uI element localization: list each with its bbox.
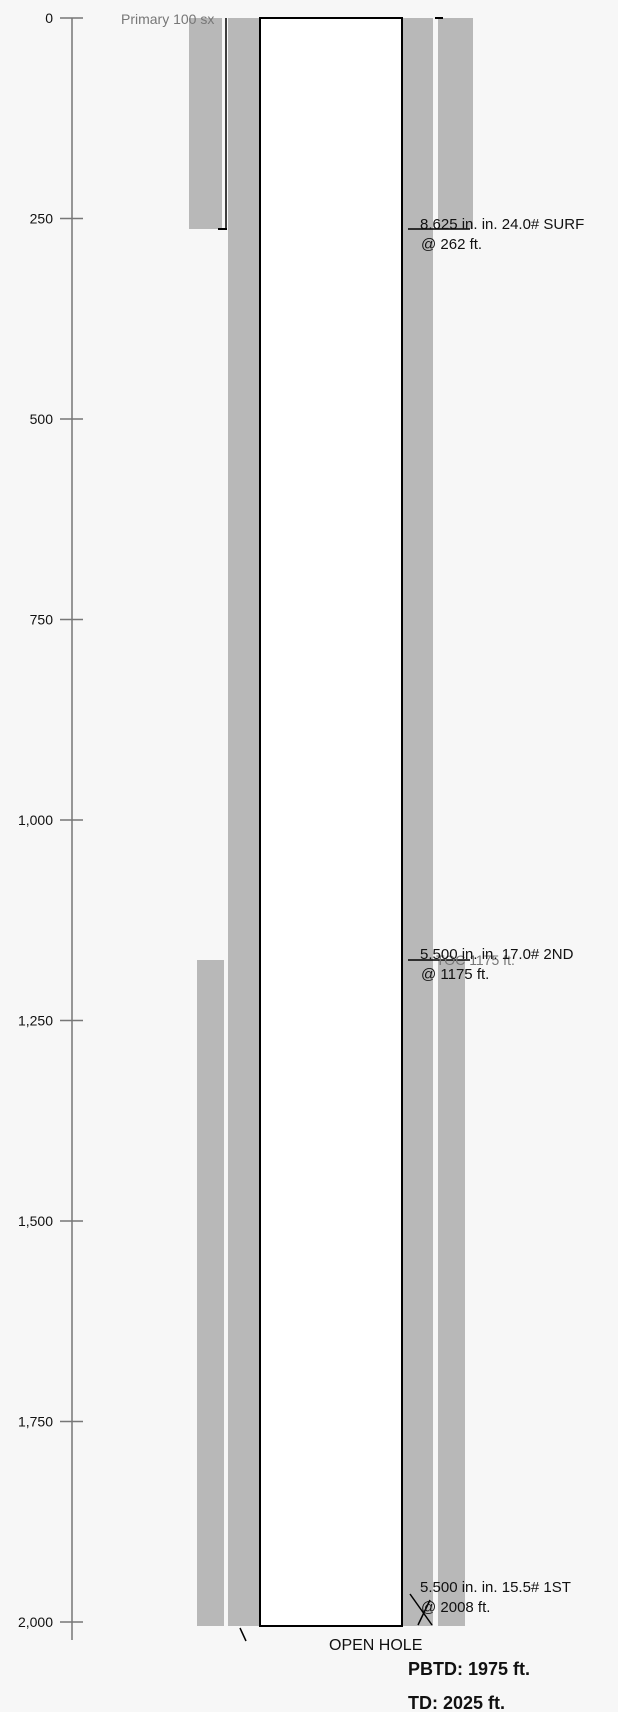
cement-inner-left xyxy=(228,18,259,1626)
2nd-casing-depth: @ 1175 ft. xyxy=(421,966,489,983)
casing-lines xyxy=(218,17,443,230)
cement-lower-outer-left xyxy=(197,960,224,1626)
surface-cement-outer-right xyxy=(438,18,473,229)
axis-tick-label: 2,000 xyxy=(18,1614,53,1630)
axis-tick-label: 750 xyxy=(30,612,54,628)
open-hole-marker xyxy=(239,1627,247,1642)
toc-label: TOC 1175 ft. xyxy=(436,952,515,968)
pbtd-label: PBTD: 1975 ft. xyxy=(408,1659,530,1679)
2nd-casing-size: 5.500 in. in. 17.0# 2ND xyxy=(420,946,574,963)
depth-axis: 0 250 500 750 1,000 1,250 1,500 1,750 2,000 xyxy=(18,10,83,1640)
surface-cement-outer-left xyxy=(189,18,222,229)
open-hole-label: OPEN HOLE xyxy=(329,1637,422,1654)
axis-tick-label: 1,750 xyxy=(18,1414,53,1430)
1st-casing-size: 5.500 in. in. 15.5# 1ST xyxy=(420,1579,571,1596)
td-label: TD: 2025 ft. xyxy=(408,1693,505,1712)
axis-tick-label: 0 xyxy=(45,10,53,26)
surf-casing-depth: @ 262 ft. xyxy=(421,236,482,253)
axis-tick-label: 1,500 xyxy=(18,1213,53,1229)
cement-lower-outer-right xyxy=(438,960,465,1626)
cement-bodies xyxy=(189,18,473,1626)
axis-ticks: 0 250 500 750 1,000 1,250 1,500 1,750 2,000 xyxy=(18,10,83,1630)
axis-tick-label: 1,250 xyxy=(18,1013,53,1029)
shoe-markers xyxy=(239,228,470,1642)
1st-shoe-marker-a xyxy=(409,1593,433,1626)
axis-tick-label: 1,000 xyxy=(18,812,53,828)
surf-casing-size: 8.625 in. in. 24.0# SURF xyxy=(420,216,584,233)
inner-bore xyxy=(259,17,403,1627)
cement-inner-right xyxy=(403,18,433,1626)
primary-cement-label: Primary 100 sx xyxy=(121,11,214,27)
1st-casing-depth: @ 2008 ft. xyxy=(421,1599,490,1616)
axis-tick-label: 500 xyxy=(30,411,54,427)
axis-tick-label: 250 xyxy=(30,211,54,227)
1st-shoe-marker-b xyxy=(417,1599,431,1626)
